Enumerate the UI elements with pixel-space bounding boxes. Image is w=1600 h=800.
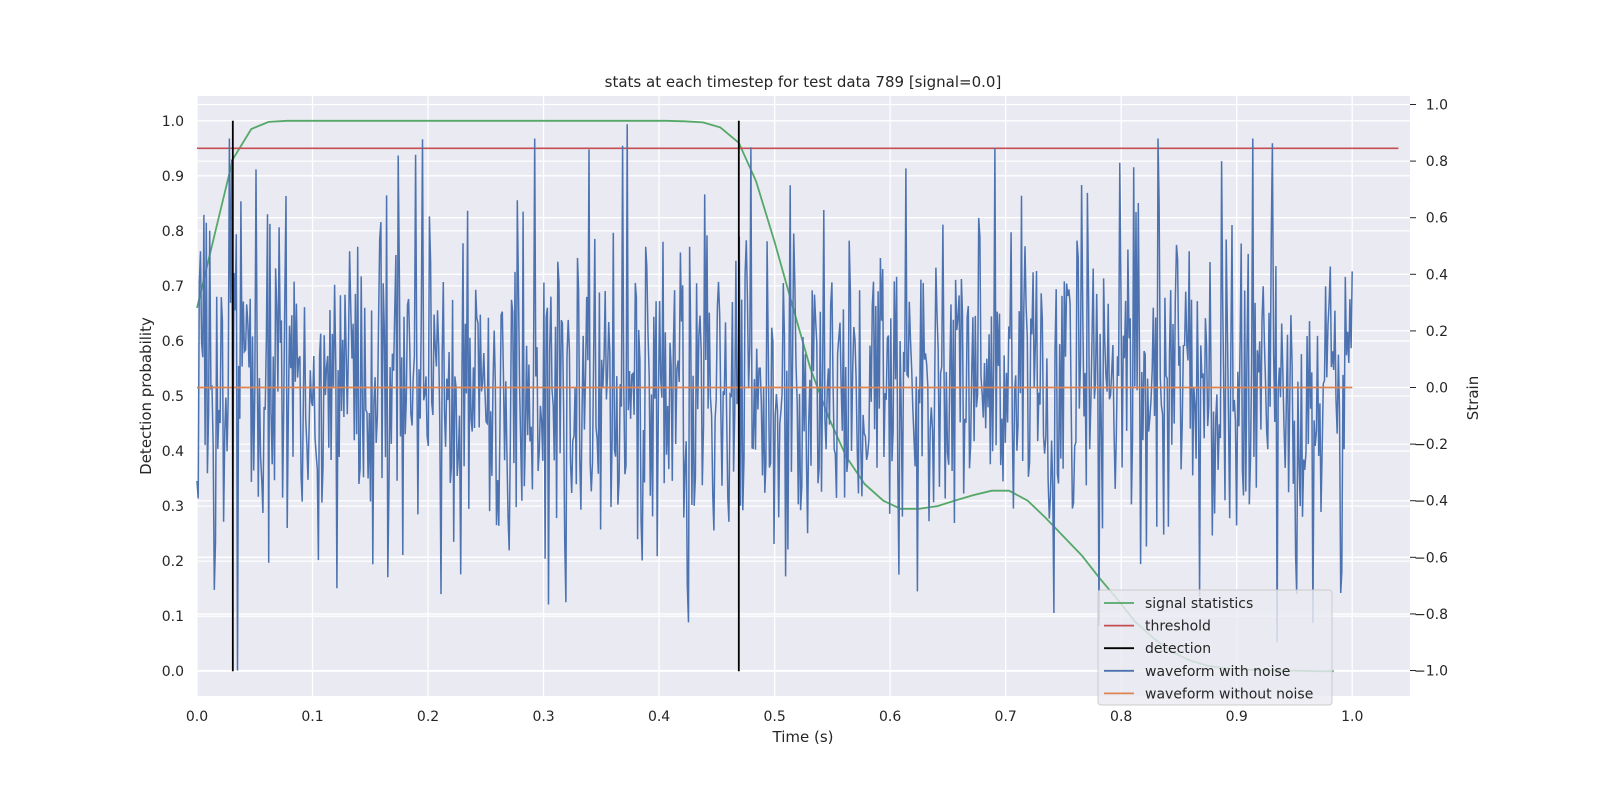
x-tick-label: 1.0 (1341, 709, 1363, 725)
legend-box (1097, 589, 1333, 706)
x-tick-label: 0.9 (1226, 709, 1248, 725)
legend-label: threshold (1145, 619, 1211, 635)
x-tick-label: 0.2 (417, 709, 439, 725)
y-right-tick-labels: 1.0 0.8 0.6 0.4 0.2 0.0 −0.2 −0.4 −0.6 −0.8 −1.0 (1410, 97, 1448, 680)
legend-label: waveform without noise (1145, 686, 1313, 702)
chart-title: stats at each timestep for test data 789… (605, 73, 1002, 91)
waveform-with-noise-line (196, 124, 1353, 671)
y-tick-label: 0.0 (162, 664, 184, 680)
x-tick-label: 0.7 (995, 709, 1017, 725)
x-tick-label: 0.5 (763, 709, 785, 725)
legend-label: signal statistics (1145, 596, 1253, 612)
y-right-tick-label: 0.0 (1426, 381, 1448, 397)
y-tick-label: 0.6 (162, 334, 184, 350)
x-tick-label: 0.4 (648, 709, 670, 725)
y-tick-label: 0.9 (162, 169, 184, 185)
legend-label: detection (1145, 641, 1211, 657)
y-tick-label: 0.2 (162, 554, 184, 570)
x-axis-label: Time (s) (772, 728, 834, 746)
y-tick-label: 1.0 (162, 114, 184, 130)
y-right-tick-label: −0.4 (1414, 494, 1448, 510)
y-right-tick-label: −0.8 (1414, 607, 1448, 623)
y-right-tick-label: −0.6 (1414, 550, 1448, 566)
y-right-tick-label: 0.8 (1426, 154, 1448, 170)
y-tick-label: 0.1 (162, 609, 184, 625)
y-right-tick-label: −1.0 (1414, 664, 1448, 680)
legend-label: waveform with noise (1145, 664, 1290, 680)
x-tick-label: 0.6 (879, 709, 901, 725)
y-tick-label: 0.4 (162, 444, 184, 460)
legend: signal statistics threshold detection wavef… (1097, 589, 1333, 706)
x-tick-labels: 0.0 0.1 0.2 0.3 0.4 0.5 0.6 0.7 0.8 0.9 1.0 (186, 709, 1364, 725)
x-tick-label: 0.3 (532, 709, 554, 725)
x-tick-label: 0.0 (186, 709, 208, 725)
x-tick-label: 0.8 (1110, 709, 1132, 725)
y-right-tick-label: −0.2 (1414, 437, 1448, 453)
y-tick-label: 0.5 (162, 389, 184, 405)
y-tick-label: 0.7 (162, 279, 184, 295)
y-axis-label: Detection probability (137, 317, 155, 475)
y-right-tick-label: 1.0 (1426, 97, 1448, 113)
x-tick-label: 0.1 (301, 709, 323, 725)
y-right-tick-label: 0.4 (1426, 267, 1448, 283)
y-right-axis-label: Strain (1464, 376, 1482, 420)
y-right-tick-label: 0.6 (1426, 211, 1448, 227)
y-tick-label: 0.3 (162, 499, 184, 515)
y-tick-label: 0.8 (162, 224, 184, 240)
y-right-tick-label: 0.2 (1426, 324, 1448, 340)
y-tick-labels: 0.0 0.1 0.2 0.3 0.4 0.5 0.6 0.7 0.8 0.9 1.0 (162, 114, 184, 680)
